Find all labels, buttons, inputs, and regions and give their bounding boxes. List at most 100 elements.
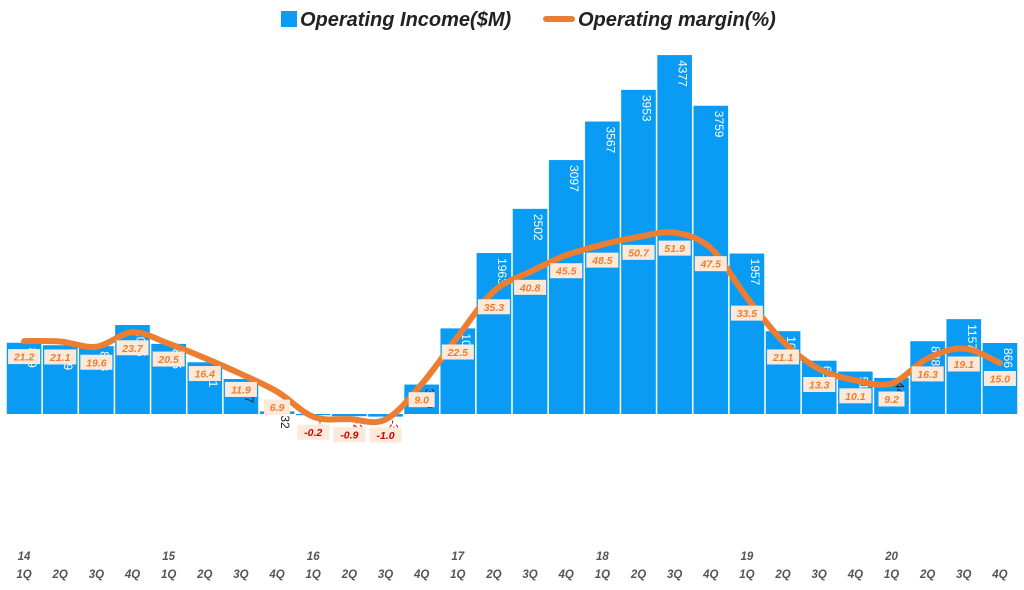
x-tick-quarter-27: 3Q [956, 569, 971, 581]
margin-label-text: 50.7 [628, 247, 650, 259]
margin-label-box [188, 366, 221, 382]
margin-label-3: 19.6 [80, 354, 113, 370]
margin-label-28: 15.0 [983, 371, 1016, 386]
bar-11 [368, 414, 403, 417]
x-tick-quarter-1: 1Q [16, 569, 31, 581]
margin-label-text: 40.8 [519, 282, 541, 294]
margin-line-layer [21, 229, 1003, 426]
margin-label-box [550, 263, 583, 279]
margin-label-box [586, 252, 619, 268]
margin-label-box [514, 279, 547, 295]
x-tick-quarter-9: 1Q [306, 569, 321, 581]
x-tick-quarter-24: 4Q [847, 569, 863, 581]
bar-15 [512, 208, 548, 414]
x-tick-quarter-17: 1Q [595, 569, 610, 581]
margin-label-text: 33.5 [737, 308, 758, 320]
x-tick-year-14: 14 [18, 551, 31, 563]
margin-label-24: 10.1 [839, 388, 872, 404]
x-tick-quarter-20: 4Q [702, 569, 718, 581]
margin-label-23: 13.3 [803, 377, 836, 393]
margin-label-text: 9.0 [414, 395, 429, 407]
margin-label-box [694, 256, 727, 272]
margin-label-text: 9.2 [884, 394, 899, 406]
margin-label-box [911, 366, 944, 382]
bar-value-label-15: 2502 [531, 214, 545, 241]
margin-label-text: 21.1 [49, 352, 71, 364]
margin-label-20: 47.5 [694, 256, 727, 272]
margin-label-box [983, 371, 1016, 386]
x-tick-quarter-16: 4Q [558, 569, 574, 581]
margin-label-text: 13.3 [809, 380, 830, 392]
margin-label-text: 16.3 [917, 369, 938, 381]
margin-label-box [441, 344, 474, 360]
x-tick-quarter-6: 2Q [196, 569, 212, 581]
x-tick-year-17: 17 [451, 551, 464, 563]
margin-label-6: 16.4 [188, 366, 221, 382]
margin-label-box [80, 354, 113, 370]
margin-label-text: 19.6 [86, 357, 107, 369]
margin-label-text: 21.1 [772, 352, 794, 364]
margin-label-text: 21.2 [13, 352, 35, 364]
margin-label-9: -0.2 [297, 424, 330, 440]
x-tick-quarter-26: 2Q [919, 569, 935, 581]
x-tick-quarter-13: 1Q [450, 569, 465, 581]
margin-label-box [8, 349, 41, 365]
margin-label-text: 20.5 [157, 354, 179, 366]
bar-10 [332, 414, 367, 417]
margin-label-19: 51.9 [658, 240, 691, 256]
x-tick-quarter-28: 4Q [991, 569, 1007, 581]
margin-label-text: 19.1 [954, 359, 975, 371]
operating-margin-line [21, 229, 1003, 426]
x-tick-quarter-3: 3Q [89, 569, 104, 581]
margin-label-box [947, 356, 980, 372]
margin-label-10: -0.9 [333, 427, 366, 443]
x-tick-quarter-10: 2Q [341, 569, 357, 581]
margin-label-box [658, 240, 691, 256]
x-tick-year-20: 20 [884, 551, 898, 563]
margin-label-box [369, 427, 402, 443]
margin-label-22: 21.1 [767, 349, 800, 365]
margin-label-15: 40.8 [514, 279, 547, 295]
margin-label-box [44, 349, 77, 365]
bar-value-label-28: 866 [1001, 348, 1015, 368]
margin-label-text: 22.5 [447, 347, 469, 359]
bar-17 [585, 121, 620, 414]
margin-label-7: 11.9 [224, 381, 257, 397]
bar-value-label-21: 1957 [748, 259, 762, 286]
margin-label-25: 9.2 [878, 391, 905, 407]
margin-label-box [116, 340, 149, 356]
x-tick-quarter-12: 4Q [413, 569, 429, 581]
margin-label-text: -0.2 [304, 427, 322, 439]
x-tick-year-19: 19 [741, 551, 754, 563]
x-tick-quarter-7: 3Q [233, 569, 248, 581]
x-tick-year-16: 16 [307, 551, 320, 563]
margin-label-box [803, 377, 836, 393]
margin-label-text: 6.9 [270, 402, 285, 414]
margin-labels-layer: 21.2 21.1 19.6 23.7 20.5 16.4 11.9 6.9 -0.2 -0.9 -… [8, 240, 1016, 443]
x-tick-quarter-8: 4Q [268, 569, 284, 581]
bar-value-label-20: 3759 [712, 111, 726, 138]
bar-value-label-19: 4377 [676, 60, 690, 87]
margin-label-box [477, 299, 510, 315]
margin-label-27: 19.1 [947, 356, 980, 372]
margin-label-text: -0.9 [340, 430, 358, 442]
legend-bar-swatch [281, 11, 297, 27]
margin-label-box [152, 351, 185, 367]
margin-label-text: 23.7 [121, 343, 144, 355]
x-tick-quarter-4: 4Q [124, 569, 140, 581]
bar-value-label-14: 1963 [495, 258, 509, 285]
margin-label-text: -1.0 [376, 430, 394, 442]
margin-label-box [730, 305, 763, 321]
margin-label-12: 9.0 [408, 392, 435, 408]
x-tick-quarter-2: 2Q [52, 569, 68, 581]
legend-bar-label: Operating Income($M) [300, 9, 511, 31]
margin-label-16: 45.5 [550, 263, 583, 279]
margin-label-text: 15.0 [990, 374, 1011, 386]
margin-label-2: 21.1 [44, 349, 77, 365]
margin-label-box [224, 381, 257, 397]
margin-label-text: 51.9 [664, 243, 685, 255]
margin-label-box [333, 427, 366, 443]
margin-label-box [408, 392, 435, 408]
margin-label-text: 45.5 [555, 266, 577, 278]
margin-label-text: 47.5 [700, 259, 722, 271]
